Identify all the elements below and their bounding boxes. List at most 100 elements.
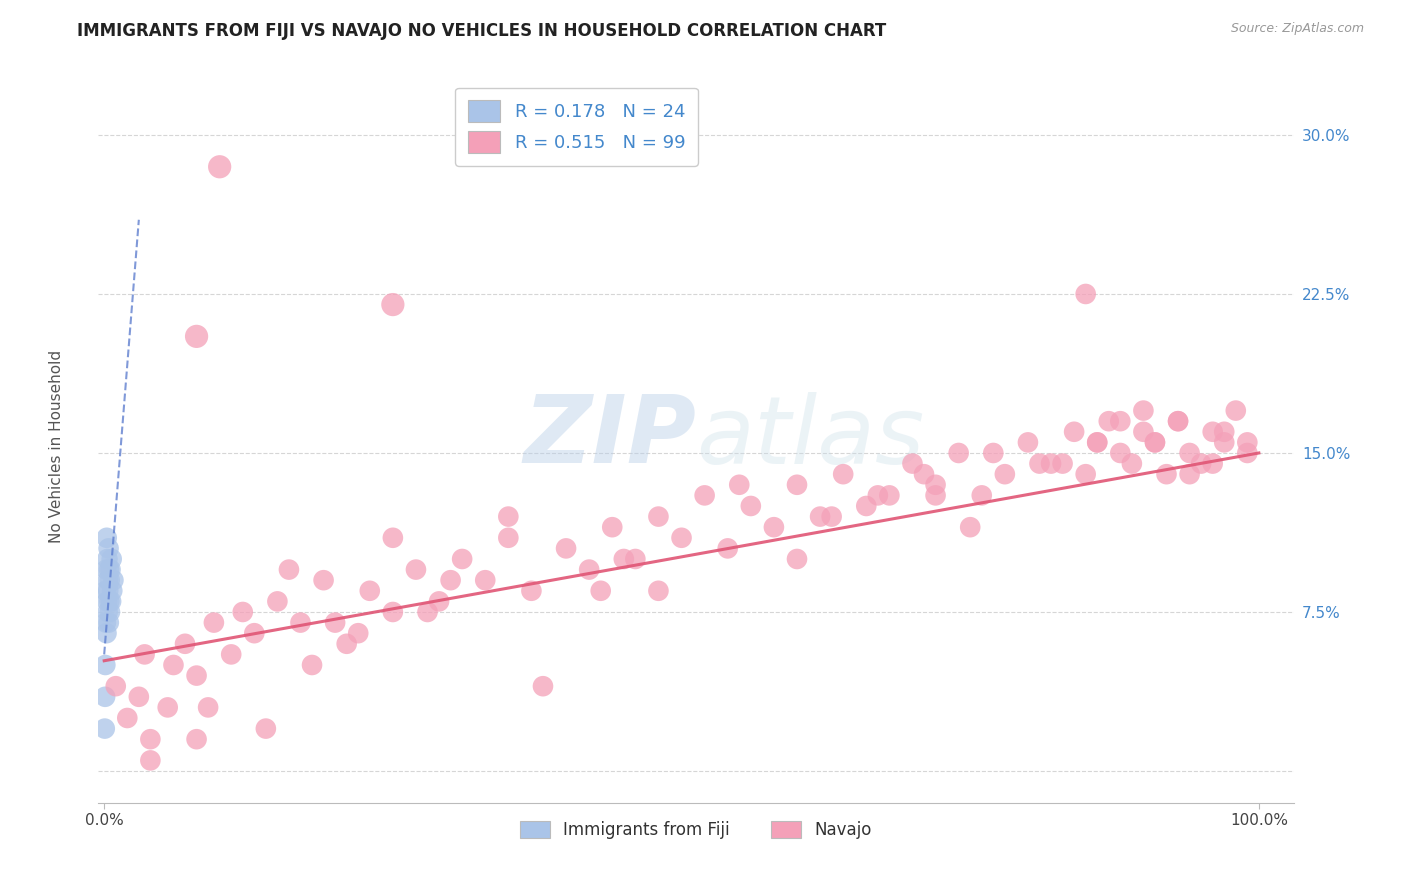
Point xyxy=(624,552,647,566)
Legend: Immigrants from Fiji, Navajo: Immigrants from Fiji, Navajo xyxy=(513,814,879,846)
Point xyxy=(254,722,277,736)
Point xyxy=(1202,425,1225,439)
Point xyxy=(948,446,970,460)
Point xyxy=(232,605,254,619)
Point xyxy=(96,531,118,545)
Point xyxy=(912,467,935,482)
Point xyxy=(717,541,740,556)
Point xyxy=(1121,457,1143,471)
Point xyxy=(197,700,219,714)
Point xyxy=(1085,435,1108,450)
Point xyxy=(613,552,636,566)
Point xyxy=(97,583,120,598)
Point xyxy=(762,520,785,534)
Point xyxy=(98,594,121,608)
Point xyxy=(128,690,150,704)
Point xyxy=(98,605,121,619)
Point xyxy=(728,477,751,491)
Point xyxy=(647,583,669,598)
Point xyxy=(439,573,461,587)
Point xyxy=(1098,414,1121,428)
Point xyxy=(117,711,139,725)
Text: IMMIGRANTS FROM FIJI VS NAVAJO NO VEHICLES IN HOUSEHOLD CORRELATION CHART: IMMIGRANTS FROM FIJI VS NAVAJO NO VEHICL… xyxy=(77,22,887,40)
Point xyxy=(671,531,693,545)
Point xyxy=(359,583,381,598)
Point xyxy=(531,679,554,693)
Point xyxy=(1236,446,1258,460)
Point xyxy=(1236,435,1258,450)
Point xyxy=(520,583,543,598)
Point xyxy=(1132,403,1154,417)
Point xyxy=(219,648,242,662)
Point xyxy=(578,563,600,577)
Point xyxy=(381,605,404,619)
Text: atlas: atlas xyxy=(696,392,924,483)
Point xyxy=(290,615,312,630)
Text: ZIP: ZIP xyxy=(523,391,696,483)
Text: No Vehicles in Household: No Vehicles in Household xyxy=(49,350,63,542)
Point xyxy=(100,563,122,577)
Point xyxy=(855,499,877,513)
Point xyxy=(186,329,208,343)
Point xyxy=(98,563,121,577)
Point xyxy=(134,648,156,662)
Point xyxy=(174,637,197,651)
Point xyxy=(96,563,118,577)
Point xyxy=(381,297,404,311)
Point xyxy=(924,477,946,491)
Point xyxy=(693,488,716,502)
Point xyxy=(336,637,359,651)
Point xyxy=(97,615,120,630)
Point xyxy=(97,605,120,619)
Point xyxy=(1143,435,1166,450)
Point xyxy=(301,658,323,673)
Point xyxy=(96,552,118,566)
Point xyxy=(266,594,288,608)
Point xyxy=(139,732,162,747)
Point xyxy=(1156,467,1178,482)
Point xyxy=(101,583,124,598)
Point xyxy=(1202,457,1225,471)
Point xyxy=(100,552,122,566)
Point xyxy=(786,552,808,566)
Point xyxy=(156,700,179,714)
Point xyxy=(1178,446,1201,460)
Point xyxy=(94,690,117,704)
Point xyxy=(1017,435,1039,450)
Point xyxy=(1040,457,1063,471)
Point xyxy=(162,658,184,673)
Point xyxy=(1213,425,1236,439)
Point xyxy=(820,509,842,524)
Point xyxy=(278,563,301,577)
Point xyxy=(381,531,404,545)
Point xyxy=(139,753,162,767)
Point xyxy=(97,573,120,587)
Point xyxy=(959,520,981,534)
Point xyxy=(312,573,335,587)
Point xyxy=(103,573,125,587)
Point xyxy=(740,499,762,513)
Point xyxy=(202,615,225,630)
Point xyxy=(1167,414,1189,428)
Point xyxy=(243,626,266,640)
Point xyxy=(1167,414,1189,428)
Point xyxy=(100,594,122,608)
Point xyxy=(808,509,831,524)
Point xyxy=(427,594,450,608)
Point xyxy=(600,520,623,534)
Point xyxy=(98,573,121,587)
Point xyxy=(96,594,118,608)
Point xyxy=(104,679,127,693)
Point xyxy=(786,477,808,491)
Point xyxy=(832,467,855,482)
Point xyxy=(924,488,946,502)
Point xyxy=(555,541,578,556)
Point xyxy=(451,552,474,566)
Point xyxy=(1074,467,1097,482)
Point xyxy=(970,488,993,502)
Point xyxy=(1213,435,1236,450)
Point xyxy=(323,615,346,630)
Point xyxy=(647,509,669,524)
Point xyxy=(1028,457,1050,471)
Point xyxy=(1109,446,1132,460)
